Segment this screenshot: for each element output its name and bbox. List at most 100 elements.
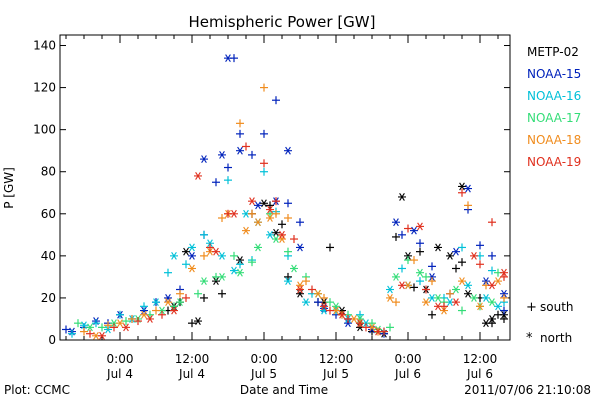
noaa-19-north-point xyxy=(374,327,382,336)
noaa-17-south-point xyxy=(194,289,202,298)
noaa-18-north-point xyxy=(242,226,250,235)
noaa-15-north-point xyxy=(464,184,472,193)
noaa-19-north-point xyxy=(338,310,346,319)
noaa-16-north-point xyxy=(386,285,394,294)
noaa-19-north-point xyxy=(146,315,154,323)
noaa-17-north-point xyxy=(176,298,184,307)
noaa-16-south-point xyxy=(488,266,496,275)
noaa-18-south-point xyxy=(248,209,256,218)
x-tick-date-label: Jul 4 xyxy=(106,367,133,381)
noaa-16-north-point xyxy=(152,298,160,307)
noaa-19-north-point xyxy=(296,285,304,294)
noaa-19-south-point xyxy=(242,142,250,151)
metp-02-north-point xyxy=(500,310,508,319)
noaa-18-north-point xyxy=(476,302,484,311)
noaa-15-south-point xyxy=(398,230,406,239)
noaa-17-south-point xyxy=(248,258,256,267)
noaa-16-north-point xyxy=(302,298,310,307)
x-tick-date-label: Jul 6 xyxy=(394,367,421,381)
x-tick-date-label: Jul 4 xyxy=(178,367,205,381)
noaa-15-south-point xyxy=(212,178,220,187)
noaa-17-south-point xyxy=(386,323,394,332)
noaa-16-south-point xyxy=(68,329,76,338)
noaa-17-north-point xyxy=(452,285,460,294)
noaa-15-south-point xyxy=(500,306,508,315)
noaa-15-south-point xyxy=(284,199,292,208)
metp-02-south-point xyxy=(392,232,400,241)
noaa-15-north-point xyxy=(500,289,508,298)
noaa-19-north-point xyxy=(98,331,106,340)
noaa-18-south-point xyxy=(500,293,508,302)
noaa-16-south-point xyxy=(224,176,232,185)
noaa-19-north-point xyxy=(398,281,406,290)
noaa-17-north-point xyxy=(86,323,94,332)
x-tick-time-label: 0:00 xyxy=(107,352,134,366)
noaa-16-south-point xyxy=(200,230,208,239)
noaa-19-south-point xyxy=(344,314,352,323)
noaa-17-north-point xyxy=(254,243,262,252)
noaa-17-south-point xyxy=(422,272,430,281)
noaa-17-north-point xyxy=(434,294,442,302)
noaa-18-south-point xyxy=(284,214,292,222)
metp-02-south-point xyxy=(218,289,226,298)
noaa-16-north-point xyxy=(218,251,226,260)
noaa-16-north-point xyxy=(230,266,238,275)
noaa-19-north-point xyxy=(356,319,364,328)
noaa-18-south-point xyxy=(392,298,400,307)
noaa-17-north-point xyxy=(488,298,496,307)
noaa-15-north-point xyxy=(164,294,172,302)
noaa-16-north-point xyxy=(206,239,214,248)
metp-02-north-point xyxy=(488,315,496,323)
noaa-18-south-point xyxy=(104,321,112,330)
x-axis-label: Date and Time xyxy=(240,383,328,397)
noaa-17-north-point xyxy=(218,272,226,281)
noaa-19-south-point xyxy=(362,323,370,332)
metp-02-north-point xyxy=(236,256,244,264)
noaa-15-south-point xyxy=(476,241,484,250)
noaa-18-north-point xyxy=(296,281,304,290)
legend-entry: NOAA-19 xyxy=(527,155,581,169)
noaa-18-south-point xyxy=(152,306,160,315)
noaa-17-south-point xyxy=(230,251,238,260)
noaa-19-south-point xyxy=(272,197,280,206)
metp-02-south-point xyxy=(416,247,424,256)
noaa-15-north-point xyxy=(224,54,232,63)
metp-02-north-point xyxy=(296,289,304,298)
noaa-18-south-point xyxy=(446,289,454,298)
noaa-15-north-point xyxy=(284,146,292,155)
noaa-17-south-point xyxy=(368,319,376,328)
x-tick-date-label: Jul 5 xyxy=(250,367,277,381)
y-axis: 0 20 40 60 80 100 120 140 xyxy=(33,39,510,347)
noaa-18-south-point xyxy=(260,83,268,92)
x-tick-time-label: 12:00 xyxy=(175,352,210,366)
noaa-17-south-point xyxy=(458,306,466,315)
metp-02-south-point xyxy=(188,319,196,328)
noaa-18-south-point xyxy=(218,214,226,222)
noaa-18-south-point xyxy=(176,289,184,298)
metp-02-north-point xyxy=(404,251,412,260)
metp-02-north-point xyxy=(182,247,190,256)
metp-02-south-point xyxy=(326,243,334,252)
noaa-18-south-point xyxy=(200,251,208,260)
noaa-19-south-point xyxy=(458,188,466,197)
noaa-19-south-point xyxy=(476,260,484,269)
noaa-19-south-point xyxy=(182,293,190,302)
noaa-18-north-point xyxy=(140,310,148,319)
noaa-16-north-point xyxy=(80,321,88,330)
noaa-17-south-point xyxy=(170,302,178,311)
noaa-18-south-point xyxy=(128,314,136,323)
x-tick-time-label: 0:00 xyxy=(251,352,278,366)
noaa-15-south-point xyxy=(248,150,256,159)
noaa-18-south-point xyxy=(464,201,472,210)
noaa-15-north-point xyxy=(410,226,418,235)
footer-timestamp: 2011/07/06 21:10:08 xyxy=(464,383,591,397)
noaa-17-south-point xyxy=(98,323,106,332)
noaa-15-north-point xyxy=(188,251,196,260)
metp-02-south-point xyxy=(500,314,508,323)
noaa-18-north-point xyxy=(458,277,466,286)
noaa-15-north-point xyxy=(482,277,490,286)
noaa-19-south-point xyxy=(86,329,94,338)
noaa-19-north-point xyxy=(170,306,178,315)
noaa-17-north-point xyxy=(290,264,298,273)
